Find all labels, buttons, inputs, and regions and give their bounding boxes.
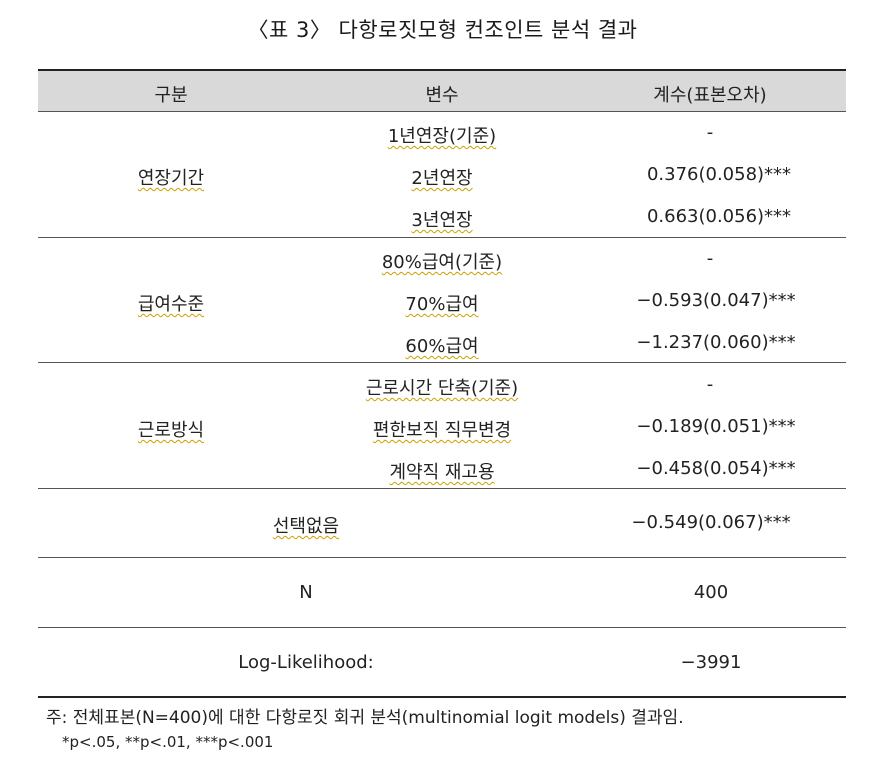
summary-value: −3991 [680, 652, 742, 673]
group-divider [38, 488, 846, 489]
coefficient-cell: 0.663(0.056)*** [646, 206, 792, 227]
header-variable: 변수 [425, 85, 459, 106]
variable-cell: 70%급여 [405, 294, 479, 315]
variable-cell: 근로시간 단축(기준) [365, 378, 519, 399]
variable-cell: 계약직 재고용 [389, 462, 495, 483]
coefficient-cell: - [706, 248, 714, 269]
header-category: 구분 [154, 85, 188, 106]
header-bottom-rule [38, 111, 846, 112]
table-note: 주: 전체표본(N=400)에 대한 다항로짓 회귀 분석(multinomia… [46, 708, 684, 728]
significance-note: *p<.05, **p<.01, ***p<.001 [62, 733, 274, 751]
variable-cell: 2년연장 [411, 168, 473, 189]
group-label: 급여수준 [137, 294, 205, 315]
header-coefficient: 계수(표본오차) [653, 85, 767, 106]
summary-value: 400 [693, 582, 729, 603]
variable-cell: 80%급여(기준) [381, 252, 503, 273]
table-header-background [38, 70, 846, 111]
group-divider [38, 237, 846, 238]
group-label: 연장기간 [137, 168, 205, 189]
coefficient-cell: - [706, 374, 714, 395]
bottom-rule [38, 696, 846, 698]
top-rule [38, 69, 846, 71]
group-label: 근로방식 [137, 420, 205, 441]
summary-value: −0.549(0.067)*** [631, 512, 791, 533]
summary-label: N [299, 582, 313, 603]
variable-cell: 3년연장 [411, 210, 473, 231]
summary-label: 선택없음 [272, 516, 340, 537]
coefficient-cell: −0.189(0.051)*** [636, 416, 796, 437]
variable-cell: 60%급여 [405, 336, 479, 357]
coefficient-cell: −1.237(0.060)*** [636, 332, 796, 353]
group-divider [38, 362, 846, 363]
variable-cell: 편한보직 직무변경 [372, 420, 512, 441]
coefficient-cell: - [706, 122, 714, 143]
summary-divider [38, 557, 846, 558]
table-title: 〈표 3〉 다항로짓모형 컨조인트 분석 결과 [247, 18, 638, 42]
summary-label: Log-Likelihood: [238, 652, 374, 673]
coefficient-cell: −0.458(0.054)*** [636, 458, 796, 479]
coefficient-cell: 0.376(0.058)*** [646, 164, 792, 185]
coefficient-cell: −0.593(0.047)*** [636, 290, 796, 311]
summary-divider [38, 627, 846, 628]
variable-cell: 1년연장(기준) [387, 126, 497, 147]
